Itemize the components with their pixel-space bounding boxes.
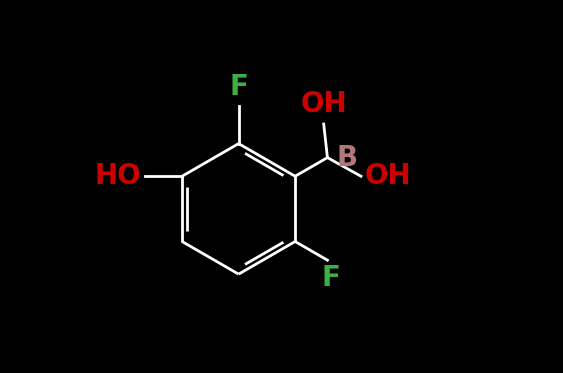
Text: HO: HO (95, 162, 141, 190)
Text: B: B (337, 144, 358, 172)
Text: F: F (229, 73, 248, 101)
Text: OH: OH (365, 162, 412, 190)
Text: OH: OH (301, 90, 347, 119)
Text: F: F (321, 264, 341, 292)
